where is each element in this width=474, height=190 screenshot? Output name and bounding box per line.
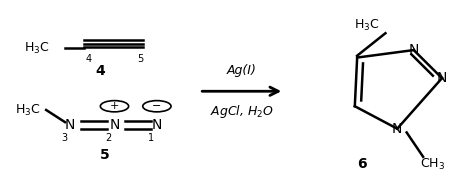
Text: $\mathsf{H_3C}$: $\mathsf{H_3C}$ <box>15 102 40 118</box>
Text: $\mathsf{CH_3}$: $\mathsf{CH_3}$ <box>420 157 445 172</box>
Text: −: − <box>152 101 162 111</box>
Text: Ag(I): Ag(I) <box>227 64 256 77</box>
Text: 6: 6 <box>357 157 367 171</box>
Text: 2: 2 <box>106 133 112 143</box>
Text: 4: 4 <box>85 54 91 64</box>
Text: N: N <box>109 118 119 132</box>
Text: 5: 5 <box>100 148 110 162</box>
Text: $\mathsf{H_3C}$: $\mathsf{H_3C}$ <box>354 18 379 33</box>
Text: AgCl, H$_2$O: AgCl, H$_2$O <box>210 103 274 120</box>
Text: 3: 3 <box>61 133 67 143</box>
Text: N: N <box>152 118 162 132</box>
Text: N: N <box>437 71 447 85</box>
Text: 1: 1 <box>148 133 155 143</box>
Text: N: N <box>392 122 402 136</box>
Text: 4: 4 <box>95 64 105 78</box>
Text: N: N <box>409 43 419 57</box>
Text: 5: 5 <box>137 54 144 64</box>
Text: +: + <box>110 101 119 111</box>
Text: $\mathsf{H_3C}$: $\mathsf{H_3C}$ <box>24 41 49 56</box>
Text: N: N <box>64 118 75 132</box>
